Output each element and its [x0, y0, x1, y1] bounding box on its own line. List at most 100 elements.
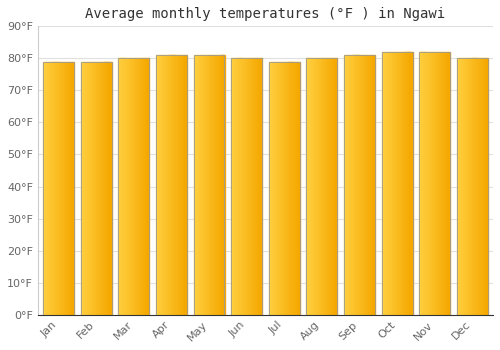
Bar	[216, 55, 218, 315]
Bar	[201, 55, 202, 315]
Bar	[136, 58, 137, 315]
Bar	[238, 58, 240, 315]
Bar	[440, 52, 441, 315]
Bar	[89, 62, 90, 315]
Bar	[360, 55, 362, 315]
Bar	[480, 58, 482, 315]
Bar	[252, 58, 253, 315]
Bar	[349, 55, 350, 315]
Bar	[84, 62, 85, 315]
Bar	[398, 52, 400, 315]
Bar	[464, 58, 466, 315]
Bar	[296, 62, 298, 315]
Bar	[470, 58, 472, 315]
Bar	[438, 52, 439, 315]
Bar	[256, 58, 257, 315]
Bar	[71, 62, 72, 315]
Bar	[420, 52, 422, 315]
Bar	[294, 62, 296, 315]
Bar	[88, 62, 89, 315]
Bar	[345, 55, 346, 315]
Bar	[66, 62, 68, 315]
Bar	[364, 55, 365, 315]
Bar	[422, 52, 424, 315]
Bar	[445, 52, 446, 315]
Bar	[306, 58, 308, 315]
Bar	[207, 55, 208, 315]
Bar	[128, 58, 130, 315]
Bar	[182, 55, 183, 315]
Bar	[261, 58, 262, 315]
Bar	[269, 62, 270, 315]
Bar	[448, 52, 450, 315]
Bar	[390, 52, 391, 315]
Bar	[146, 58, 148, 315]
Bar	[270, 62, 271, 315]
Bar	[395, 52, 396, 315]
Bar	[208, 55, 209, 315]
Bar	[424, 52, 426, 315]
Bar	[198, 55, 199, 315]
Bar	[240, 58, 242, 315]
Bar	[69, 62, 70, 315]
Bar	[98, 62, 100, 315]
Bar	[322, 58, 323, 315]
Bar	[202, 55, 203, 315]
Bar	[257, 58, 258, 315]
Bar	[248, 58, 249, 315]
Bar	[158, 55, 159, 315]
Bar	[347, 55, 348, 315]
Bar	[174, 55, 176, 315]
Bar	[102, 62, 104, 315]
Bar	[168, 55, 170, 315]
Bar	[467, 58, 468, 315]
Bar	[43, 62, 44, 315]
Bar	[134, 58, 135, 315]
Bar	[80, 62, 82, 315]
Bar	[148, 58, 150, 315]
Bar	[352, 55, 354, 315]
Bar	[124, 58, 126, 315]
Bar	[446, 52, 448, 315]
Bar	[457, 58, 488, 315]
Bar	[484, 58, 486, 315]
Bar	[218, 55, 220, 315]
Bar	[184, 55, 186, 315]
Bar	[272, 62, 273, 315]
Bar	[86, 62, 87, 315]
Bar	[211, 55, 212, 315]
Bar	[233, 58, 234, 315]
Bar	[48, 62, 50, 315]
Bar	[372, 55, 373, 315]
Bar	[278, 62, 280, 315]
Bar	[163, 55, 164, 315]
Bar	[172, 55, 174, 315]
Bar	[321, 58, 322, 315]
Bar	[362, 55, 364, 315]
Bar	[232, 58, 234, 315]
Bar	[282, 62, 284, 315]
Bar	[292, 62, 294, 315]
Bar	[72, 62, 73, 315]
Bar	[449, 52, 450, 315]
Bar	[145, 58, 146, 315]
Bar	[108, 62, 110, 315]
Bar	[384, 52, 385, 315]
Bar	[310, 58, 312, 315]
Bar	[104, 62, 106, 315]
Bar	[184, 55, 185, 315]
Bar	[85, 62, 86, 315]
Bar	[364, 55, 366, 315]
Bar	[56, 62, 58, 315]
Bar	[329, 58, 330, 315]
Bar	[439, 52, 440, 315]
Bar	[132, 58, 134, 315]
Bar	[482, 58, 483, 315]
Bar	[277, 62, 278, 315]
Bar	[50, 62, 51, 315]
Bar	[60, 62, 62, 315]
Bar	[443, 52, 444, 315]
Bar	[374, 55, 375, 315]
Bar	[250, 58, 252, 315]
Bar	[406, 52, 408, 315]
